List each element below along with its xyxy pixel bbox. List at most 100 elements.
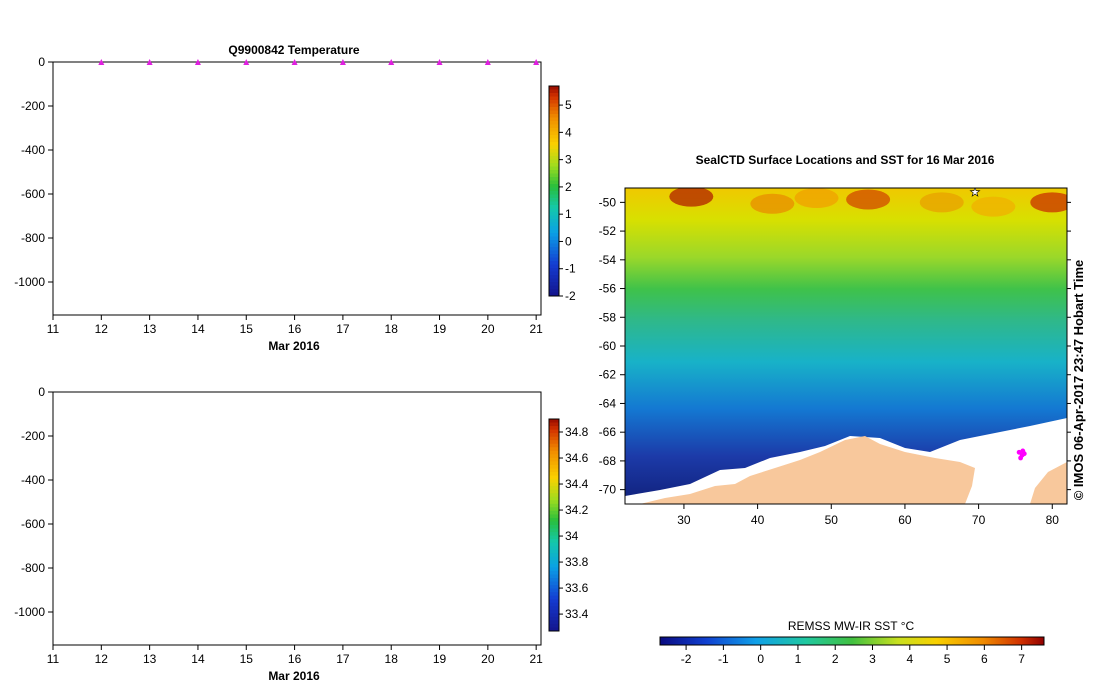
colorbar-tick-label: 5 bbox=[565, 98, 572, 112]
colorbar-segment bbox=[549, 233, 559, 237]
sst-colorbar-ticks: -2 -1 0 1 2 3 4 5 6 7 bbox=[681, 645, 1025, 666]
colorbar-segment bbox=[549, 292, 559, 297]
colorbar-frame bbox=[548, 418, 560, 632]
colorbar-tick-label: 33.8 bbox=[565, 555, 589, 569]
colorbar-tick-label: 0 bbox=[565, 234, 572, 248]
colorbar-segment bbox=[549, 472, 559, 477]
x-tick-label: 20 bbox=[481, 652, 495, 666]
colorbar-segment bbox=[549, 616, 559, 621]
map-y-tick-label: -50 bbox=[599, 195, 617, 209]
colorbar-tick-label: 3 bbox=[565, 153, 572, 167]
sst-colorbar-tick-label: 0 bbox=[757, 652, 764, 666]
x-tick-label: 18 bbox=[385, 652, 399, 666]
colorbar-segment bbox=[549, 215, 559, 220]
colorbar-segment bbox=[549, 525, 559, 530]
colorbar-segment bbox=[549, 454, 559, 459]
y-tick-label: 0 bbox=[38, 55, 45, 69]
colorbar-segment bbox=[549, 289, 559, 293]
y-tick-label: -200 bbox=[21, 99, 45, 113]
colorbar-segment bbox=[549, 578, 559, 583]
colorbar-segment bbox=[549, 429, 559, 434]
profile-marker bbox=[484, 59, 491, 65]
colorbar-segment bbox=[549, 620, 559, 625]
x-tick-label: 19 bbox=[433, 322, 447, 336]
colorbar-segment bbox=[549, 581, 559, 586]
colorbar-segment bbox=[549, 173, 559, 178]
colorbar-segment bbox=[549, 163, 559, 167]
colorbar-segment bbox=[549, 149, 559, 153]
sst-colorbar-tick-label: 5 bbox=[944, 652, 951, 666]
x-tick-label: 21 bbox=[529, 652, 543, 666]
warm-sst-patch bbox=[794, 188, 839, 209]
colorbar-segment bbox=[549, 440, 559, 445]
colorbar-segment bbox=[549, 170, 559, 174]
map-y-ticks: -50 -52 -54 -56 -58 -60 -62 -64 -66 -68 -70 bbox=[599, 195, 1071, 497]
colorbar-segment bbox=[549, 468, 559, 473]
map-y-tick-label: -70 bbox=[599, 483, 617, 497]
x-tick-label: 16 bbox=[288, 652, 302, 666]
colorbar-segment bbox=[549, 493, 559, 498]
temperature-x-ticks: 11 12 13 14 15 16 17 18 19 20 21 bbox=[47, 315, 543, 336]
seal-location-point bbox=[1016, 449, 1022, 455]
colorbar-segment bbox=[549, 521, 559, 526]
colorbar-tick-label: 33.6 bbox=[565, 581, 589, 595]
map-x-tick-label: 30 bbox=[677, 513, 691, 527]
colorbar-segment bbox=[549, 574, 559, 579]
map-y-tick-label: -58 bbox=[599, 310, 617, 324]
seal-locations bbox=[1016, 448, 1027, 461]
colorbar-segment bbox=[549, 595, 559, 600]
warm-sst-patch bbox=[1030, 192, 1067, 213]
x-tick-label: 15 bbox=[240, 322, 254, 336]
colorbar-segment bbox=[549, 599, 559, 604]
colorbar-segment bbox=[549, 86, 559, 90]
colorbar-segment bbox=[549, 592, 559, 597]
profile-marker bbox=[339, 59, 346, 65]
colorbar-segment bbox=[549, 563, 559, 568]
colorbar-segment bbox=[549, 482, 559, 487]
profile-marker bbox=[146, 59, 153, 65]
colorbar-segment bbox=[549, 93, 559, 97]
seal-location-point bbox=[1018, 455, 1023, 461]
colorbar-segment bbox=[549, 180, 559, 185]
colorbar-segment bbox=[549, 567, 559, 572]
colorbar-segment bbox=[549, 264, 559, 269]
colorbar-segment bbox=[549, 194, 559, 199]
colorbar-tick-label: 4 bbox=[565, 125, 572, 139]
colorbar-segment bbox=[549, 205, 559, 209]
colorbar-segment bbox=[549, 156, 559, 160]
colorbar-segment bbox=[549, 278, 559, 283]
star-marker-icon: ★ bbox=[970, 185, 981, 199]
colorbar-segment bbox=[549, 422, 559, 427]
temperature-title: Q9900842 Temperature bbox=[228, 43, 360, 57]
map-y-tick-label: -68 bbox=[599, 454, 617, 468]
colorbar-segment bbox=[549, 419, 559, 424]
colorbar-segment bbox=[549, 114, 559, 118]
x-tick-label: 16 bbox=[288, 322, 302, 336]
x-tick-label: 14 bbox=[191, 322, 205, 336]
map-x-ticks: 30 40 50 60 70 80 bbox=[677, 504, 1059, 527]
colorbar-segment bbox=[549, 152, 559, 157]
colorbar-segment bbox=[549, 489, 559, 494]
x-tick-label: 14 bbox=[191, 652, 205, 666]
colorbar-segment bbox=[549, 486, 559, 491]
profile-marker bbox=[98, 59, 105, 65]
map-y-tick-label: -54 bbox=[599, 253, 617, 267]
salinity-axes-frame bbox=[52, 391, 542, 646]
colorbar-segment bbox=[549, 426, 559, 431]
colorbar-tick-label: 34.6 bbox=[565, 451, 589, 465]
colorbar-segment bbox=[549, 528, 559, 533]
profile-marker bbox=[243, 59, 250, 65]
sst-colorbar-tick-label: 4 bbox=[906, 652, 913, 666]
colorbar-segment bbox=[549, 447, 559, 452]
x-tick-label: 13 bbox=[143, 652, 157, 666]
colorbar-segment bbox=[549, 212, 559, 216]
map-y-tick-label: -64 bbox=[599, 396, 617, 410]
colorbar-segment bbox=[549, 585, 559, 590]
colorbar-segment bbox=[549, 535, 559, 540]
colorbar-segment bbox=[549, 222, 559, 227]
colorbar-segment bbox=[549, 240, 559, 244]
colorbar-segment bbox=[549, 627, 559, 632]
colorbar-tick-label: 34.4 bbox=[565, 477, 589, 491]
colorbar-segment bbox=[549, 201, 559, 206]
temperature-colorbar: -2 -1 0 1 2 3 4 5 bbox=[548, 85, 576, 303]
